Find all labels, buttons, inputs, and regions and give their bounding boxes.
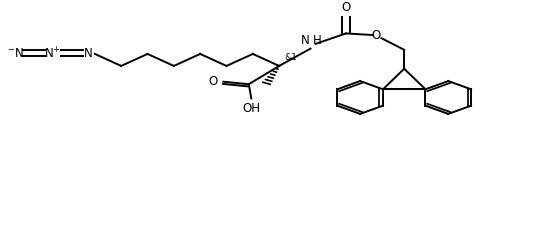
Text: O: O [208,75,217,88]
Text: OH: OH [243,102,260,115]
Text: N: N [301,34,310,47]
Text: &1: &1 [284,53,297,62]
Text: H: H [312,34,321,47]
Text: O: O [341,1,351,14]
Text: N: N [83,47,92,61]
Text: O: O [372,29,381,41]
Text: $\mathregular{^{-}}$N: $\mathregular{^{-}}$N [7,47,25,61]
Text: N$\mathregular{^{+}}$: N$\mathregular{^{+}}$ [44,46,61,62]
